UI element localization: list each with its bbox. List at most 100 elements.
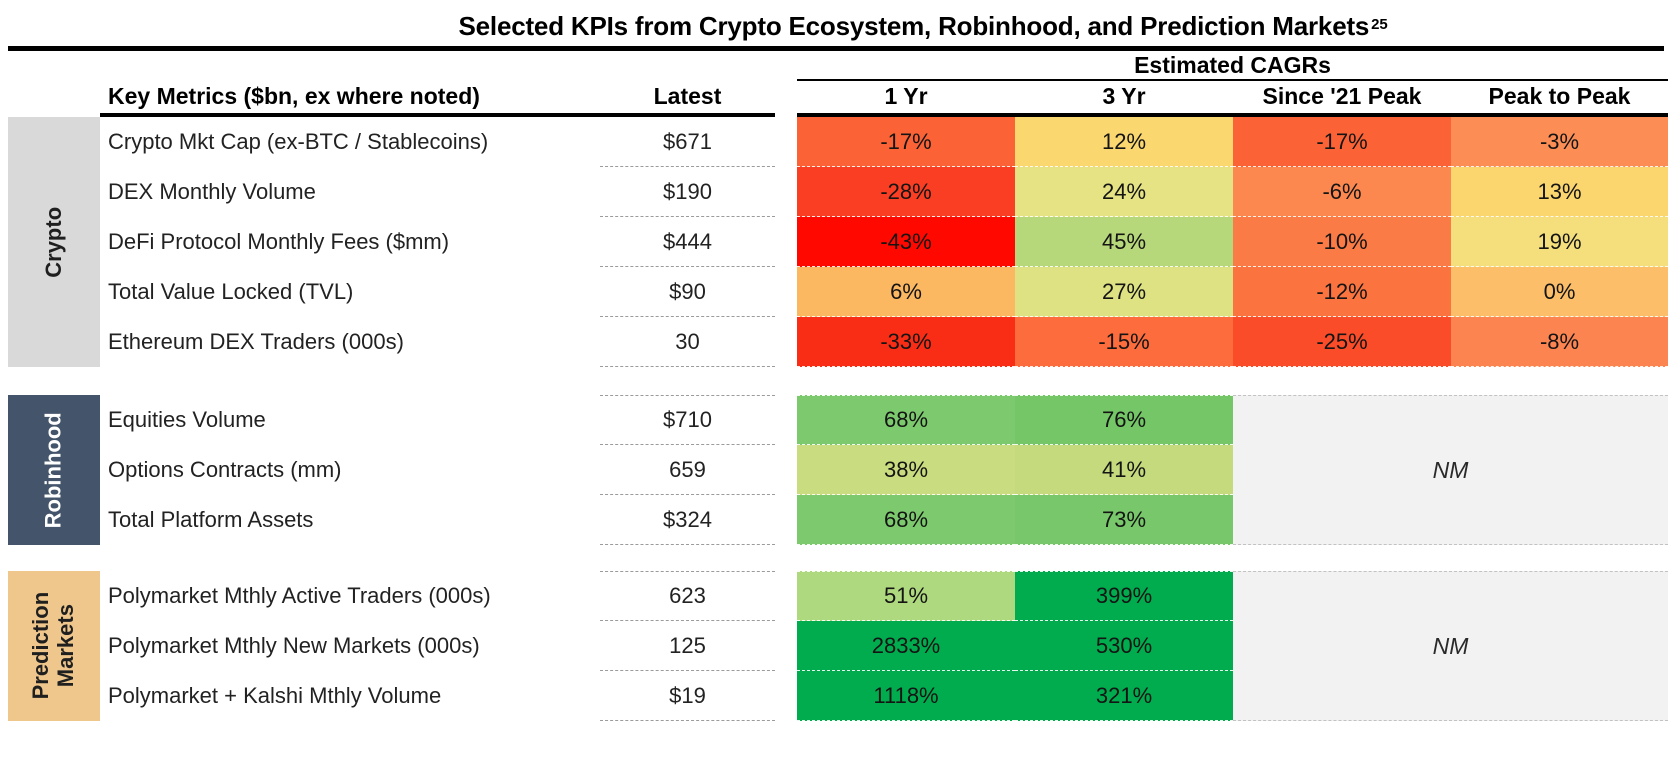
table-row: Polymarket Mthly New Markets (000s) 125 …: [8, 621, 1668, 671]
column-header-3yr: 3 Yr: [1102, 83, 1146, 109]
cagr-cell: 51%: [797, 571, 1015, 621]
spacer: [775, 217, 797, 267]
latest-cell: $19: [600, 671, 775, 721]
cagr-cell: 19%: [1451, 217, 1668, 267]
group-prediction-markets: Prediction Markets NM Polymarket Mthly A…: [8, 571, 1668, 721]
latest-cell: $710: [600, 395, 775, 445]
latest-cell: $324: [600, 495, 775, 545]
metric-cell: Polymarket Mthly New Markets (000s): [108, 633, 480, 658]
group-robinhood: Robinhood NM Equities Volume $710 68% 76…: [8, 395, 1668, 545]
latest-cell: 125: [600, 621, 775, 671]
metric-cell: DeFi Protocol Monthly Fees ($mm): [108, 229, 450, 254]
table-row: Crypto Mkt Cap (ex-BTC / Stablecoins) $6…: [8, 117, 1668, 167]
nm-cell: NM: [1233, 395, 1668, 545]
cagr-cell: 321%: [1015, 671, 1233, 721]
table-row: Options Contracts (mm) 659 38% 41%: [8, 445, 1668, 495]
cagr-cell: 399%: [1015, 571, 1233, 621]
column-header-1yr: 1 Yr: [884, 83, 928, 109]
cagr-cell: 27%: [1015, 267, 1233, 317]
column-header-key-metrics: Key Metrics ($bn, ex where noted): [108, 83, 480, 109]
cagr-cell: -3%: [1451, 117, 1668, 167]
cagr-cell: 1118%: [797, 671, 1015, 721]
metric-cell: Crypto Mkt Cap (ex-BTC / Stablecoins): [108, 129, 489, 154]
cagr-cell: 12%: [1015, 117, 1233, 167]
group-label-crypto: Crypto: [8, 117, 100, 367]
cagr-cell: -6%: [1233, 167, 1451, 217]
table-row: Total Value Locked (TVL) $90 6% 27% -12%…: [8, 267, 1668, 317]
footnote-marker: 25: [1371, 15, 1388, 33]
cagr-cell: -43%: [797, 217, 1015, 267]
group-label-text: Prediction Markets: [28, 592, 79, 700]
latest-cell: $671: [600, 117, 775, 167]
cagr-cell: 24%: [1015, 167, 1233, 217]
group-label-text: Robinhood: [40, 411, 66, 529]
metric-cell: Ethereum DEX Traders (000s): [108, 329, 404, 354]
spacer: [775, 267, 797, 317]
metric-cell: Polymarket + Kalshi Mthly Volume: [108, 683, 442, 708]
cagr-cell: 73%: [1015, 495, 1233, 545]
cagr-cell: 6%: [797, 267, 1015, 317]
column-header-since-21-peak: Since '21 Peak: [1262, 83, 1422, 109]
cagr-cell: -10%: [1233, 217, 1451, 267]
cagr-cell: 530%: [1015, 621, 1233, 671]
page-title-text: Selected KPIs from Crypto Ecosystem, Rob…: [458, 10, 1370, 41]
metric-cell: DEX Monthly Volume: [108, 179, 316, 204]
cagr-cell: -28%: [797, 167, 1015, 217]
table-row: DeFi Protocol Monthly Fees ($mm) $444 -4…: [8, 217, 1668, 267]
column-header-peak-to-peak: Peak to Peak: [1488, 83, 1631, 109]
cagr-cell: 68%: [797, 495, 1015, 545]
table-row: Total Platform Assets $324 68% 73%: [8, 495, 1668, 545]
latest-cell: $90: [600, 267, 775, 317]
cagr-cell: 38%: [797, 445, 1015, 495]
title-divider: [8, 46, 1664, 51]
cagr-cell: -15%: [1015, 317, 1233, 367]
estimated-cagrs-header: Estimated CAGRs: [797, 51, 1668, 81]
cagr-cell: -17%: [797, 117, 1015, 167]
cagr-group-header-row: Estimated CAGRs: [8, 51, 1668, 81]
spacer: [775, 81, 797, 117]
group-label-robinhood: Robinhood: [8, 395, 100, 545]
spacer: [775, 445, 797, 495]
cagr-cell: -25%: [1233, 317, 1451, 367]
spacer: [775, 571, 797, 621]
table-row: Equities Volume $710 68% 76%: [8, 395, 1668, 445]
table-row: DEX Monthly Volume $190 -28% 24% -6% 13%: [8, 167, 1668, 217]
metric-cell: Total Value Locked (TVL): [108, 279, 354, 304]
cagr-cell: -12%: [1233, 267, 1451, 317]
spacer: [775, 671, 797, 721]
page-title: Selected KPIs from Crypto Ecosystem, Rob…: [8, 6, 1668, 46]
spacer: [775, 395, 797, 445]
metric-cell: Polymarket Mthly Active Traders (000s): [108, 583, 491, 608]
cagr-cell: 2833%: [797, 621, 1015, 671]
cagr-cell: 45%: [1015, 217, 1233, 267]
cagr-cell: 76%: [1015, 395, 1233, 445]
nm-cell: NM: [1233, 571, 1668, 721]
table-row: Polymarket Mthly Active Traders (000s) 6…: [8, 571, 1668, 621]
spacer: [775, 167, 797, 217]
cagr-cell: 41%: [1015, 445, 1233, 495]
metric-cell: Equities Volume: [108, 407, 266, 432]
left-header-block: Key Metrics ($bn, ex where noted) Latest: [100, 81, 775, 117]
spacer: [775, 117, 797, 167]
cagr-cell: -8%: [1451, 317, 1668, 367]
latest-cell: 659: [600, 445, 775, 495]
cagr-cell: 13%: [1451, 167, 1668, 217]
table-row: Polymarket + Kalshi Mthly Volume $19 111…: [8, 671, 1668, 721]
cagr-cell: 0%: [1451, 267, 1668, 317]
metric-cell: Total Platform Assets: [108, 507, 314, 532]
spacer: [775, 495, 797, 545]
column-header-row: Key Metrics ($bn, ex where noted) Latest…: [8, 81, 1668, 117]
column-header-latest: Latest: [653, 83, 722, 109]
group-label-text: Crypto: [40, 206, 66, 278]
cagr-cell: -33%: [797, 317, 1015, 367]
cagr-cell: -17%: [1233, 117, 1451, 167]
spacer: [775, 621, 797, 671]
table-row: Ethereum DEX Traders (000s) 30 -33% -15%…: [8, 317, 1668, 367]
latest-cell: 30: [600, 317, 775, 367]
cagr-cell: 68%: [797, 395, 1015, 445]
cagr-header-block: 1 Yr 3 Yr Since '21 Peak Peak to Peak: [797, 81, 1668, 117]
latest-cell: 623: [600, 571, 775, 621]
spacer: [775, 317, 797, 367]
spacer: [8, 81, 100, 117]
